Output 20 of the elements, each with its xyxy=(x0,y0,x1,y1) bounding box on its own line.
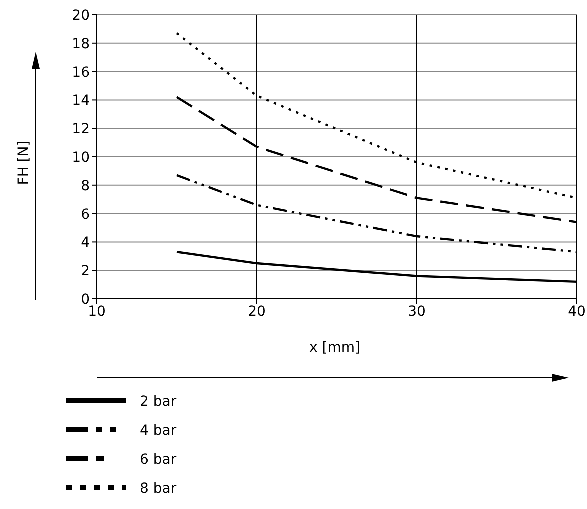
x-tick-label: 20 xyxy=(248,304,266,320)
y-tick-label: 16 xyxy=(72,64,90,81)
y-tick-label: 2 xyxy=(81,264,90,280)
legend-label: 8 bar xyxy=(140,481,177,497)
y-tick-label: 18 xyxy=(72,36,90,52)
y-axis-title: FH [N] xyxy=(16,140,32,186)
y-tick-label: 12 xyxy=(72,122,90,138)
y-tick-label: 4 xyxy=(81,235,90,252)
y-tick-label: 6 xyxy=(81,206,90,223)
legend-label: 6 bar xyxy=(140,452,177,468)
y-tick-label: 20 xyxy=(72,8,90,24)
x-axis-title: x [mm] xyxy=(310,340,360,356)
legend-label: 4 bar xyxy=(140,423,177,439)
x-tick-label: 30 xyxy=(408,304,426,320)
x-tick-label: 40 xyxy=(568,304,586,320)
y-tick-label: 14 xyxy=(72,93,90,110)
y-tick-label: 10 xyxy=(72,150,90,166)
legend-label: 2 bar xyxy=(140,394,177,410)
y-tick-label: 0 xyxy=(81,292,90,308)
y-tick-label: 8 xyxy=(81,178,90,194)
